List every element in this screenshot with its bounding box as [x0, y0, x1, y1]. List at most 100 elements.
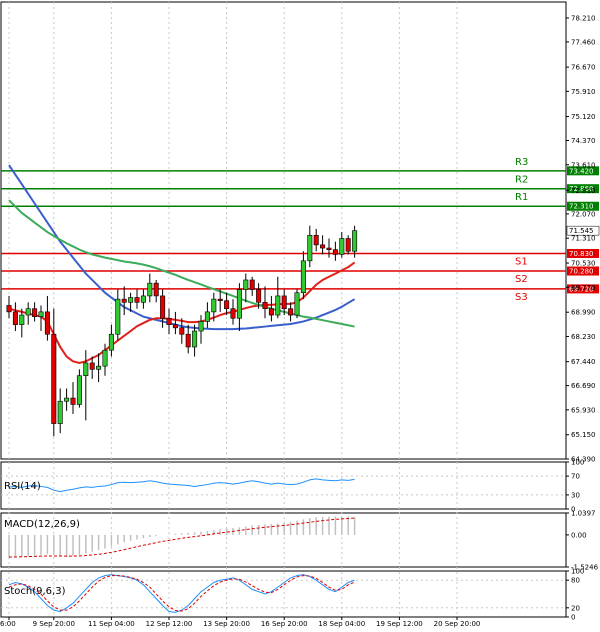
candle-body-down [185, 333, 191, 348]
candle-body-up [38, 311, 44, 317]
candle [166, 308, 172, 335]
candle-body-up [204, 311, 210, 322]
rsi-tick-label: 0 [571, 506, 575, 514]
candle [185, 324, 191, 354]
candle-body-down [32, 308, 38, 317]
candle [57, 388, 63, 434]
stoch-tick-label: 80 [571, 577, 580, 585]
panel-frame [0, 570, 567, 618]
price-tick-label: 75.120 [571, 113, 596, 121]
macd-tick-label: 0.00 [571, 531, 587, 539]
candle-body-up [198, 321, 204, 332]
price-tick-label: 77.460 [571, 38, 596, 46]
stoch-tick-label: 20 [571, 604, 580, 612]
candle-body-down [345, 238, 351, 252]
rsi-line [8, 478, 355, 493]
candle [230, 299, 236, 325]
candle-body-up [64, 397, 70, 402]
candle [25, 302, 31, 325]
last-price-tag [566, 225, 600, 236]
candle-body-down [262, 302, 268, 309]
panel-frame [0, 1, 567, 460]
stoch-title: Stoch(9,6,3) [4, 586, 66, 597]
candle [147, 273, 153, 303]
candle-body-up [275, 295, 281, 316]
candle [128, 292, 134, 312]
candle [224, 292, 230, 316]
level-tag-value: 73.420 [569, 167, 594, 175]
level-tag-r2 [567, 184, 599, 194]
candle-body-up [352, 230, 358, 252]
candle [326, 238, 332, 258]
candle-body-down [70, 397, 76, 405]
price-tick-label: 65.150 [571, 431, 596, 439]
candle-body-down [134, 297, 140, 303]
candle-body-down [51, 333, 57, 424]
stoch-signal-line [8, 575, 355, 612]
panel-frame [0, 461, 567, 510]
candle-body-down [12, 311, 18, 325]
price-tick-label: 76.670 [571, 64, 596, 72]
level-name-r2: R2 [515, 175, 528, 186]
candle-body-down [268, 308, 274, 316]
macd-signal-line [9, 517, 355, 558]
time-tick-label: 16 Sep 20:00 [261, 620, 308, 628]
candle [256, 283, 262, 309]
candle [6, 295, 12, 319]
candle-body-down [89, 362, 95, 370]
candle [76, 369, 82, 408]
candle-body-up [192, 330, 198, 348]
candle-body-up [115, 298, 121, 335]
rsi-title: RSI(14) [4, 481, 41, 492]
candle-body-up [243, 279, 249, 290]
price-tick-label: 68.230 [571, 333, 596, 341]
candle [352, 225, 358, 258]
candle-body-down [121, 298, 127, 303]
price-tick-label: 70.530 [571, 260, 596, 268]
candle-body-up [140, 295, 146, 303]
candle [204, 302, 210, 328]
level-tag-value: 69.720 [569, 285, 594, 293]
candle [89, 356, 95, 379]
macd-title: MACD(12,26,9) [4, 519, 80, 530]
candle [32, 302, 38, 322]
stoch-main-line [8, 574, 355, 613]
candle-body-up [236, 289, 242, 319]
candle [44, 295, 50, 341]
candle-body-down [6, 305, 12, 313]
candle [108, 324, 114, 357]
candle [268, 295, 274, 322]
candle [217, 289, 223, 312]
stoch-tick-label: 100 [571, 568, 584, 576]
candle [134, 289, 140, 309]
level-tag-value: 70.830 [569, 250, 594, 258]
level-tag-value: 72.310 [569, 203, 594, 211]
price-tick-label: 67.440 [571, 358, 596, 366]
candle [172, 311, 178, 335]
candle [38, 305, 44, 332]
candle-body-up [339, 238, 345, 255]
level-tag-value: 72.860 [569, 185, 594, 193]
price-tick-label: 78.210 [571, 14, 596, 22]
time-tick-label: 18 Sep 04:00 [318, 620, 365, 628]
price-tick-label: 65.930 [571, 406, 596, 414]
candle-body-down [256, 289, 262, 303]
candle-body-up [83, 362, 89, 377]
candle-body-down [313, 234, 319, 246]
candle-body-up [294, 292, 300, 316]
candle [249, 276, 255, 296]
candle-body-up [96, 365, 102, 370]
rsi-tick-label: 70 [571, 473, 580, 481]
price-tick-label: 64.390 [571, 456, 596, 464]
candle-body-down [217, 298, 223, 302]
candle-body-down [160, 295, 166, 319]
level-name-r1: R1 [515, 192, 528, 203]
stoch-tick-label: 0 [571, 614, 575, 622]
candle-body-down [320, 244, 326, 249]
level-tag-s3 [567, 284, 599, 294]
last-price-value: 71.545 [569, 227, 594, 235]
candle-body-down [332, 249, 338, 255]
candle [140, 289, 146, 309]
candle-body-up [76, 375, 82, 405]
